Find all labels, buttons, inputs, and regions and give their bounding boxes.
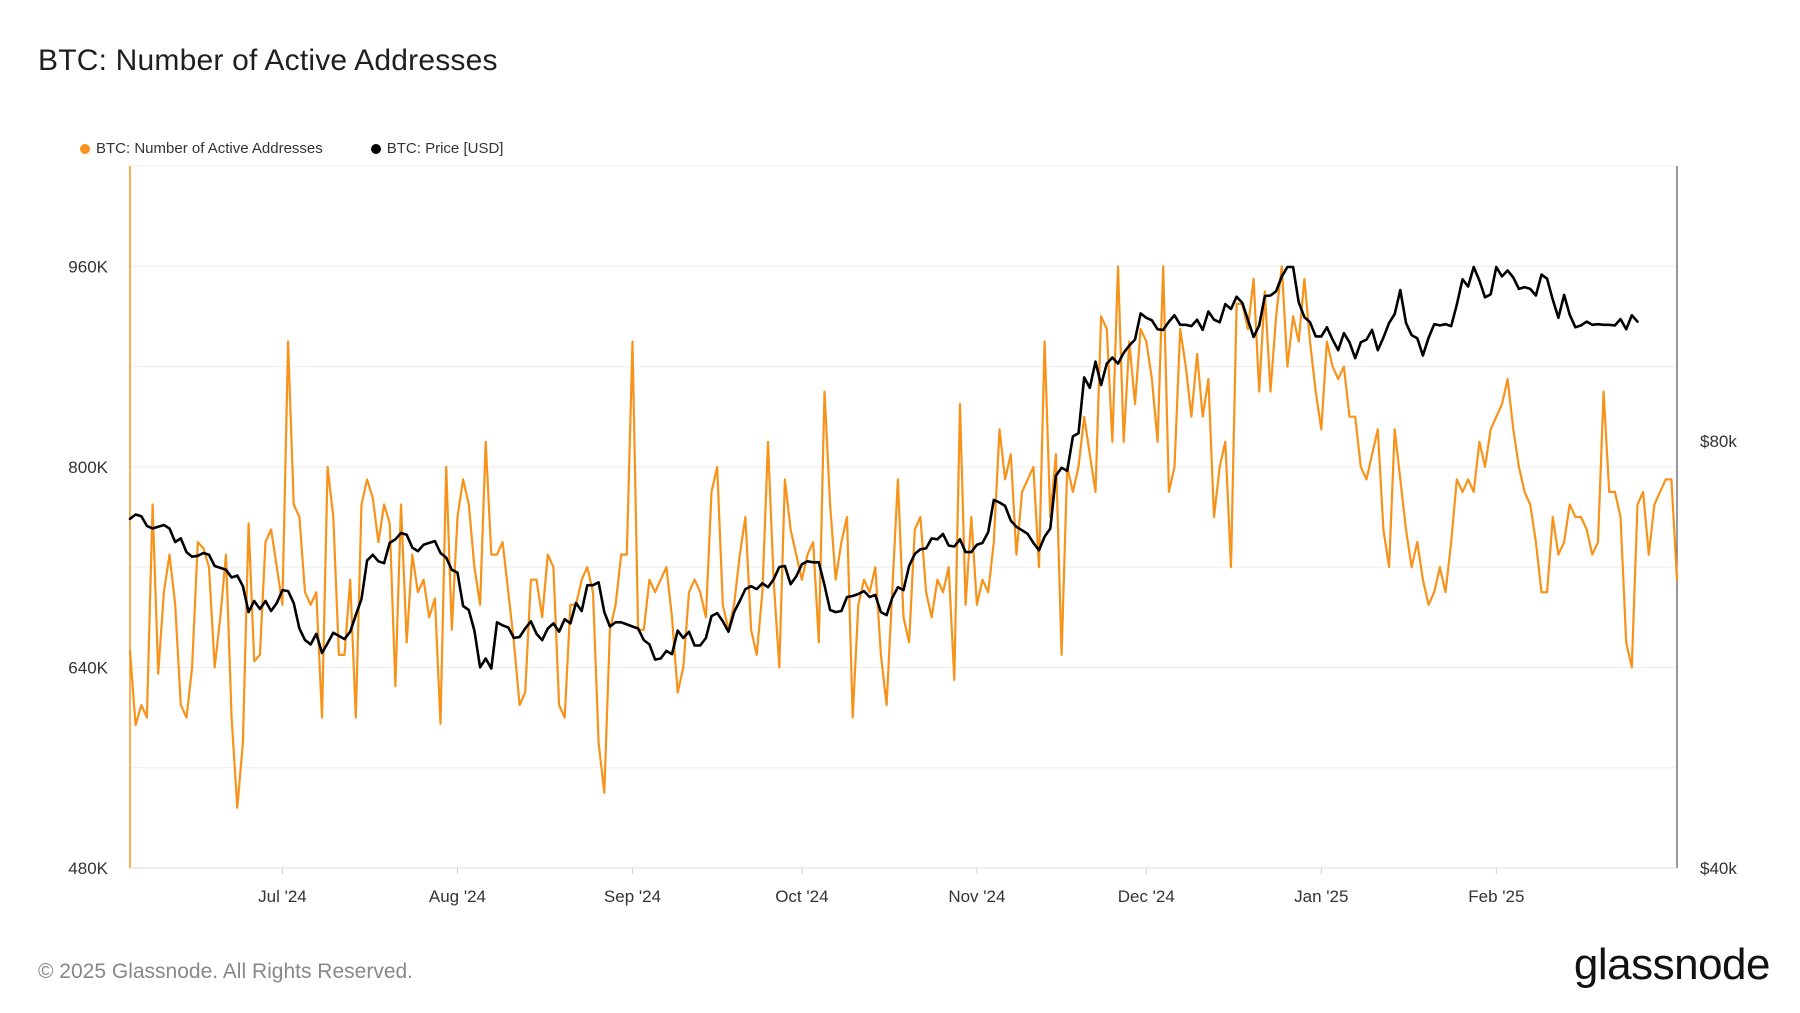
x-tick-label: Jul '24 [258,887,307,906]
x-tick-label: Nov '24 [948,887,1005,906]
y-left-tick-label: 960K [68,257,108,276]
y-left-tick-label: 800K [68,458,108,477]
tick-labels: Jul '24 Aug '24 Sep '24 Oct '24 Nov '24 Dec '… [68,257,1737,906]
legend-label-price: BTC: Price [USD] [386,140,504,157]
axes [129,166,1678,874]
y-left-tick-label: 480K [68,859,108,878]
x-tick-label: Feb '25 [1468,887,1524,906]
legend-item-price[interactable]: BTC: Price [USD] [370,140,504,157]
y-right-tick-label: $80k [1700,432,1737,451]
series-lines [128,265,1679,809]
gridlines [130,165,1677,869]
series-line-active-addresses[interactable] [128,265,1679,809]
copyright-text: © 2025 Glassnode. All Rights Reserved. [38,960,414,983]
legend-dot-orange [80,143,90,154]
chart-legend: BTC: Number of Active Addresses BTC: Pri… [80,140,503,157]
x-tick-label: Oct '24 [775,887,828,906]
legend-dot-black [370,143,381,154]
x-tick-label: Jan '25 [1294,887,1348,906]
x-tick-label: Dec '24 [1118,887,1175,906]
chart-title: BTC: Number of Active Addresses [38,44,498,77]
series-line-price[interactable] [128,265,1639,670]
x-tick-label: Sep '24 [604,887,661,906]
x-tick-label: Aug '24 [429,887,486,906]
y-left-tick-label: 640K [68,658,108,677]
legend-item-active-addresses[interactable]: BTC: Number of Active Addresses [80,140,323,157]
glassnode-logo: glassnode [1573,940,1771,989]
y-right-tick-label: $40k [1700,859,1737,878]
legend-label-active-addresses: BTC: Number of Active Addresses [96,140,323,157]
